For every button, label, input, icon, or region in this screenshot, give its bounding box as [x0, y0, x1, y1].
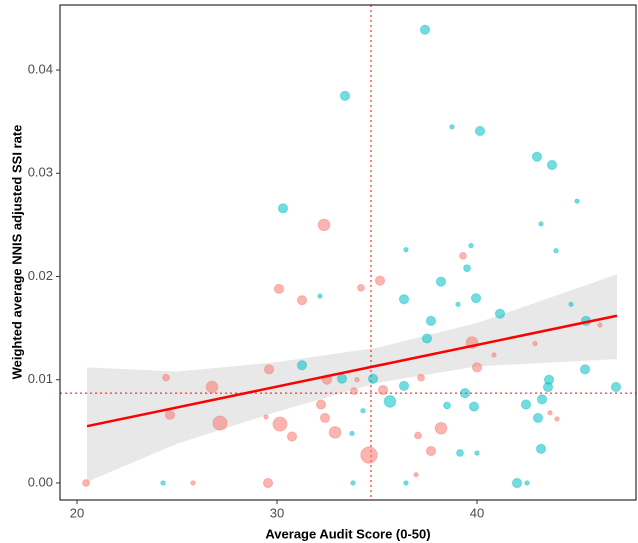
point [336, 373, 348, 384]
point [328, 426, 342, 439]
point [419, 24, 431, 35]
y-tick-label: 0.04 [28, 61, 53, 76]
plot-frame [59, 4, 637, 501]
point [543, 374, 555, 385]
point [286, 431, 298, 442]
x-tick-label: 30 [270, 505, 284, 520]
point [474, 125, 486, 137]
point [160, 480, 166, 486]
point [277, 203, 289, 214]
point [435, 276, 447, 287]
point [319, 412, 331, 424]
point [414, 431, 422, 440]
point [403, 246, 409, 253]
point [554, 416, 560, 422]
point [425, 315, 437, 326]
point [212, 415, 228, 431]
point [315, 399, 327, 410]
point [597, 322, 603, 328]
point [357, 283, 365, 292]
point [455, 301, 461, 308]
point [553, 247, 559, 254]
x-tick-label: 20 [70, 505, 84, 520]
y-axis-title: Weighted average NNIS adjusted SSI rate [9, 125, 24, 380]
point [459, 388, 471, 399]
point [474, 450, 480, 456]
point [354, 377, 360, 383]
point [263, 364, 275, 375]
point [350, 387, 358, 395]
point [468, 401, 480, 412]
point [463, 264, 471, 273]
point [317, 293, 323, 299]
point [535, 443, 547, 454]
point [547, 410, 553, 416]
point [456, 449, 464, 457]
point [350, 480, 356, 486]
point [494, 308, 506, 319]
point [470, 293, 482, 304]
y-tick-label: 0.01 [28, 371, 53, 386]
point [403, 480, 409, 486]
point [610, 381, 622, 393]
point [349, 430, 355, 437]
point [164, 409, 176, 420]
point [360, 446, 378, 464]
point [413, 472, 419, 478]
point [546, 159, 558, 171]
point [532, 412, 544, 424]
point [417, 373, 425, 382]
point [296, 295, 308, 306]
point [367, 373, 379, 384]
point [339, 90, 351, 101]
point [272, 416, 288, 432]
point [524, 480, 530, 486]
point [511, 477, 523, 489]
y-tick-label: 0.00 [28, 474, 53, 489]
point [471, 362, 483, 373]
point [532, 340, 538, 347]
point [263, 414, 269, 420]
point [273, 283, 285, 294]
point [568, 301, 574, 308]
point [443, 401, 451, 410]
x-axis-title: Average Audit Score (0-50) [265, 526, 430, 541]
point [383, 395, 397, 408]
point [262, 477, 274, 489]
point [538, 221, 544, 227]
point [579, 364, 591, 375]
point [82, 479, 90, 487]
point [531, 151, 543, 162]
point [574, 198, 580, 204]
y-tick-label: 0.03 [28, 165, 53, 180]
point [491, 352, 497, 358]
point [374, 275, 386, 286]
point [162, 373, 170, 382]
point [398, 380, 410, 392]
y-tick-label: 0.02 [28, 268, 53, 283]
point [520, 399, 532, 410]
point [468, 242, 474, 249]
fit-line [86, 314, 618, 428]
point [377, 384, 389, 396]
point [421, 333, 433, 344]
point [296, 360, 308, 371]
point [360, 408, 366, 414]
point [459, 251, 467, 260]
point [398, 294, 410, 305]
point [205, 380, 219, 394]
point [317, 218, 331, 232]
point [425, 445, 437, 457]
x-tick-label: 40 [470, 505, 484, 520]
point [449, 124, 455, 130]
point [434, 421, 448, 435]
point [190, 480, 196, 486]
point [536, 394, 548, 405]
